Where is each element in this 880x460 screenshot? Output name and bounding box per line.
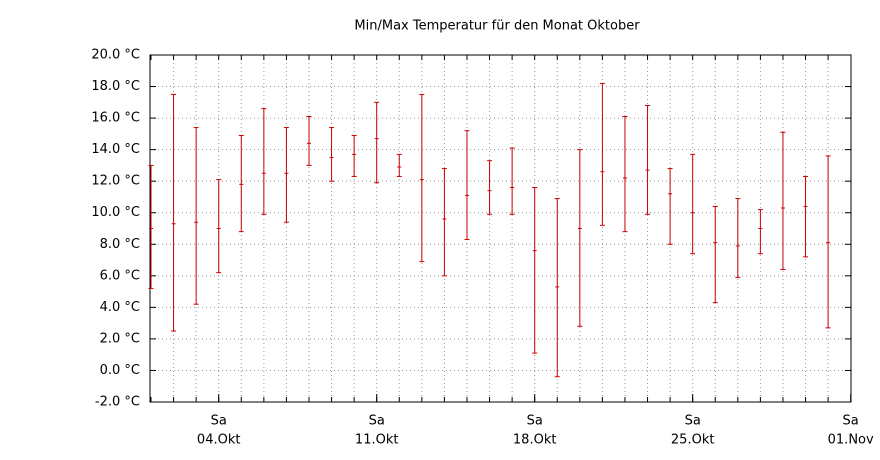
x-tick-label: 04.Okt (197, 433, 241, 448)
x-tick-label: 18.Okt (513, 433, 557, 448)
x-tick-label: 11.Okt (355, 433, 399, 448)
x-tick-weekday: Sa (211, 414, 227, 429)
y-tick-label: 6.0 °C (100, 268, 140, 283)
x-tick-label: 01.Nov (828, 433, 874, 448)
y-tick-label: 4.0 °C (100, 300, 140, 315)
y-tick-label: 10.0 °C (91, 205, 140, 220)
y-tick-label: 14.0 °C (91, 142, 140, 157)
x-tick-weekday: Sa (527, 414, 543, 429)
y-tick-label: 8.0 °C (100, 237, 140, 252)
plot-frame (149, 54, 852, 403)
x-tick-weekday: Sa (685, 414, 701, 429)
y-tick-label: 20.0 °C (91, 48, 140, 63)
y-tick-label: 12.0 °C (91, 174, 140, 189)
y-tick-label: -2.0 °C (95, 395, 140, 410)
y-tick-label: 18.0 °C (91, 79, 140, 94)
y-tick-label: 16.0 °C (91, 111, 140, 126)
x-tick-weekday: Sa (369, 414, 385, 429)
x-tick-label: 25.Okt (671, 433, 715, 448)
y-tick-label: 0.0 °C (100, 363, 140, 378)
x-tick-weekday: Sa (843, 414, 859, 429)
y-tick-label: 2.0 °C (100, 331, 140, 346)
chart-title: Min/Max Temperatur für den Monat Oktober (354, 19, 640, 34)
